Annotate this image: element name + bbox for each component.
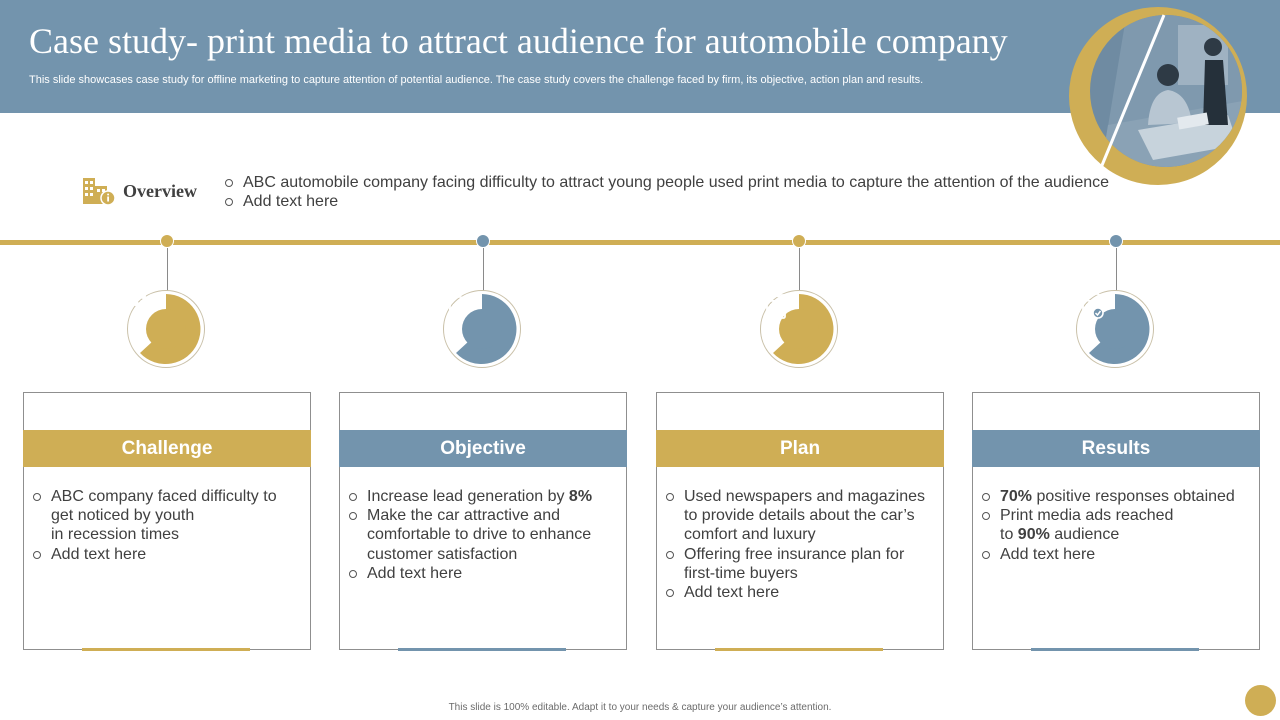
header-banner: Case study- print media to attract audie…: [0, 0, 1280, 113]
timeline-bar: [0, 240, 1280, 245]
report-checklist-icon: [1082, 292, 1104, 319]
page-subtitle: This slide showcases case study for offl…: [29, 74, 924, 86]
timeline-dot-challenge: [160, 234, 174, 248]
overview-item: Add text here: [225, 192, 1109, 211]
challenge-heading: Challenge: [23, 430, 311, 467]
list-item: Offering free insurance plan for first-t…: [666, 545, 936, 583]
objective-card: Objective Increase lead generation by 8%…: [339, 392, 627, 651]
objective-list: Increase lead generation by 8% Make the …: [349, 487, 619, 583]
results-heading: Results: [972, 430, 1260, 467]
plan-icon-ring: [760, 290, 838, 368]
team-presentation-icon: [133, 293, 153, 321]
list-item: Make the car attractive and comfortable …: [349, 506, 619, 564]
timeline-stem: [167, 248, 168, 292]
plan-heading: Plan: [656, 430, 944, 467]
list-item: Used newspapers and magazines to provide…: [666, 487, 936, 545]
overview-label: Overview: [123, 181, 197, 201]
plan-list: Used newspapers and magazines to provide…: [666, 487, 936, 602]
results-icon-ring: [1076, 290, 1154, 368]
results-card: Results 70% positive responses obtained …: [972, 392, 1260, 651]
timeline-stem: [799, 248, 800, 292]
card-accent-bar: [82, 648, 250, 651]
challenge-icon-ring: [127, 290, 205, 368]
list-item: Increase lead generation by 8%: [349, 487, 619, 506]
card-accent-bar: [1031, 648, 1199, 651]
page-title: Case study- print media to attract audie…: [29, 21, 1008, 61]
timeline-dot-plan: [792, 234, 806, 248]
timeline-stem: [483, 248, 484, 292]
plan-card: Plan Used newspapers and magazines to pr…: [656, 392, 944, 651]
clipboard-plan-icon: [766, 293, 786, 319]
target-chart-icon: [447, 293, 471, 318]
list-item: ABC company faced difficulty to get notic…: [33, 487, 303, 545]
overview-item: ABC automobile company facing difficulty…: [225, 173, 1109, 192]
list-item: Add text here: [33, 545, 303, 564]
timeline-stem: [1116, 248, 1117, 292]
list-item: Print media ads reached to 90% audience: [982, 506, 1252, 544]
results-list: 70% positive responses obtained Print me…: [982, 487, 1252, 564]
challenge-list: ABC company faced difficulty to get notic…: [33, 487, 303, 564]
list-item: Add text here: [666, 583, 936, 602]
objective-heading: Objective: [339, 430, 627, 467]
challenge-card: Challenge ABC company faced difficulty t…: [23, 392, 311, 651]
timeline-dot-objective: [476, 234, 490, 248]
card-accent-bar: [715, 648, 883, 651]
list-item: Add text here: [982, 545, 1252, 564]
business-meeting-photo: [1069, 7, 1247, 185]
timeline-dot-results: [1109, 234, 1123, 248]
list-item: Add text here: [349, 564, 619, 583]
corner-decoration: [1245, 685, 1276, 716]
list-item: 70% positive responses obtained: [982, 487, 1252, 506]
footer-note: This slide is 100% editable. Adapt it to…: [448, 702, 832, 713]
objective-icon-ring: [443, 290, 521, 368]
building-info-icon: [83, 178, 116, 206]
overview-list: ABC automobile company facing difficulty…: [225, 173, 1109, 211]
card-accent-bar: [398, 648, 566, 651]
